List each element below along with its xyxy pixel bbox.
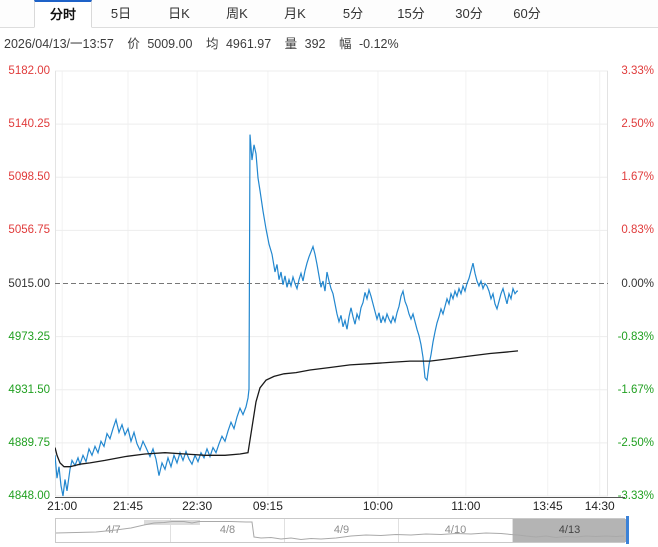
price-tick-4: 5015.00 <box>8 277 50 290</box>
navigator-date-label: 4/13 <box>558 524 581 536</box>
price-tick-1: 5140.25 <box>8 118 50 131</box>
time-tick-10:00: 10:00 <box>362 499 393 513</box>
avg-value: 4961.97 <box>225 37 272 51</box>
navigator-date-label: 4/8 <box>219 524 236 536</box>
quote-datetime: 2026/04/13/一13:57 <box>4 37 114 51</box>
tab-日K[interactable]: 日K <box>168 6 190 21</box>
tab-5日[interactable]: 5日 <box>110 6 132 21</box>
percent-tick-0: 3.33% <box>621 65 654 77</box>
navigator-section-4/8[interactable]: 4/8 <box>170 519 284 542</box>
price-tick-8: 4848.00 <box>8 490 50 502</box>
price-line <box>55 134 518 497</box>
percent-tick-8: -3.33% <box>617 490 654 502</box>
navigator-date-label: 4/10 <box>444 524 467 536</box>
price-value: 5009.00 <box>147 37 193 51</box>
intraday-plot-area[interactable] <box>55 60 608 505</box>
navigator-handle[interactable] <box>626 516 629 544</box>
percent-tick-2: 1.67% <box>621 171 654 184</box>
tab-月K[interactable]: 月K <box>284 6 306 21</box>
price-tick-3: 5056.75 <box>8 224 50 237</box>
price-tick-6: 4931.50 <box>8 383 50 396</box>
change-value: -0.12% <box>359 37 399 51</box>
price-tick-2: 5098.50 <box>8 171 50 184</box>
time-tick-09:15: 09:15 <box>252 499 283 513</box>
tab-60分[interactable]: 60分 <box>513 6 541 21</box>
period-tabbar: 分时 5日 日K 周K 月K 5分 15分 30分 60分 <box>0 0 658 28</box>
sparkline-plateau-shade <box>144 520 200 525</box>
average-line <box>55 350 519 468</box>
navigator-sparkline <box>56 520 624 541</box>
price-tick-7: 4889.75 <box>8 436 50 449</box>
percent-tick-5: -0.83% <box>617 330 654 343</box>
change-label: 幅 <box>339 37 352 51</box>
tab-5分[interactable]: 5分 <box>342 6 364 21</box>
price-tick-0: 5182.00 <box>8 65 50 77</box>
percent-tick-1: 2.50% <box>621 118 654 131</box>
time-tick-22:30: 22:30 <box>182 499 213 513</box>
time-tick-13:45: 13:45 <box>532 499 563 513</box>
percent-tick-6: -1.67% <box>617 383 654 396</box>
history-sparkline <box>56 521 624 541</box>
tab-分时[interactable]: 分时 <box>34 0 92 28</box>
x-axis-line <box>55 497 625 498</box>
time-tick-11:00: 11:00 <box>451 499 481 513</box>
navigator-date-label: 4/9 <box>333 524 350 536</box>
percent-tick-3: 0.83% <box>621 224 654 237</box>
quote-info-bar: 2026/04/13/一13:57 价 5009.00 均 4961.97 量 … <box>4 33 409 52</box>
volume-label: 量 <box>284 37 298 51</box>
navigator-section-4/10[interactable]: 4/10 <box>398 519 512 542</box>
avg-label: 均 <box>205 37 219 51</box>
price-tick-5: 4973.25 <box>8 330 50 343</box>
percent-tick-4: 0.00% <box>621 277 654 290</box>
time-tick-21:45: 21:45 <box>112 499 143 513</box>
tab-周K[interactable]: 周K <box>226 6 248 21</box>
time-tick-21:00: 21:00 <box>47 499 78 513</box>
tab-15分[interactable]: 15分 <box>397 6 425 21</box>
volume-value: 392 <box>304 37 326 51</box>
time-tick-14:30: 14:30 <box>584 499 615 513</box>
price-label: 价 <box>127 37 140 51</box>
tab-30分[interactable]: 30分 <box>455 6 483 21</box>
percent-tick-7: -2.50% <box>617 436 654 449</box>
date-range-navigator[interactable]: 4/7 4/8 4/9 4/10 4/13 <box>55 518 626 543</box>
navigator-section-4/9[interactable]: 4/9 <box>284 519 398 542</box>
